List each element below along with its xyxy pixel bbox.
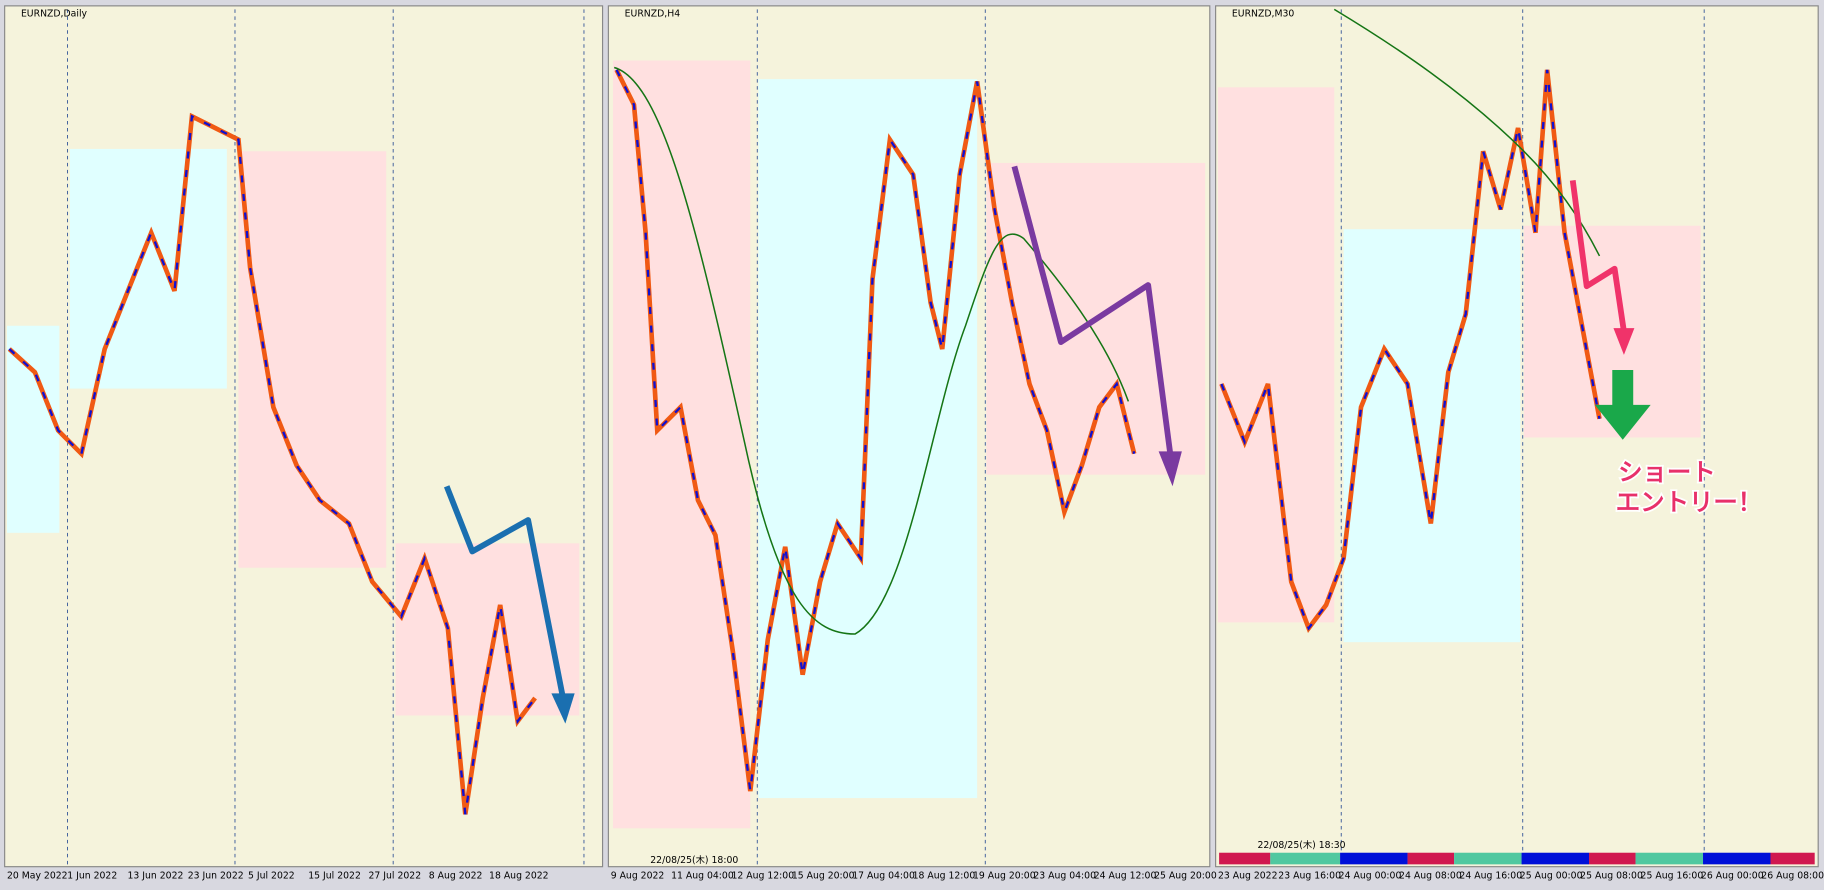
x-axis-label: 5 Jul 2022 <box>248 870 295 881</box>
x-axis-label: 23 Aug 04:00 <box>1033 870 1096 881</box>
x-axis-label: 15 Jul 2022 <box>308 870 361 881</box>
x-axis-label: 25 Aug 16:00 <box>1641 870 1704 881</box>
x-axis-label: 19 Aug 20:00 <box>973 870 1036 881</box>
x-axis-label: 8 Aug 2022 <box>429 870 483 881</box>
x-axis-label: 18 Aug 12:00 <box>913 870 976 881</box>
annotation: ショート <box>1618 457 1716 486</box>
panel-title: EURNZD,Daily <box>21 8 88 19</box>
x-axis-label: 25 Aug 00:00 <box>1520 870 1583 881</box>
x-axis-label: 23 Aug 16:00 <box>1278 870 1341 881</box>
panel-title: EURNZD,M30 <box>1232 8 1295 19</box>
x-axis-label: 17 Aug 04:00 <box>852 870 915 881</box>
x-axis-label: 26 Aug 00:00 <box>1701 870 1764 881</box>
x-axis-label: 23 Jun 2022 <box>188 870 244 881</box>
x-axis-label: 26 Aug 08:00 <box>1761 870 1824 881</box>
x-axis-label: 24 Aug 12:00 <box>1094 870 1157 881</box>
session-bar <box>1219 852 1815 865</box>
timestamp: 22/08/25(木) 18:30 <box>1257 839 1345 851</box>
x-axis-label: 24 Aug 08:00 <box>1399 870 1462 881</box>
x-axis-label: 12 Aug 12:00 <box>731 870 794 881</box>
x-axis-label: 1 Jun 2022 <box>67 870 117 881</box>
price-paths <box>7 68 1602 815</box>
x-axis-label: 18 Aug 2022 <box>489 870 549 881</box>
timestamp: 22/08/25(木) 18:00 <box>650 854 738 866</box>
x-axis-label: 23 Aug 2022 <box>1218 870 1278 881</box>
annotation: エントリー！ <box>1616 488 1762 517</box>
x-axis-label: 15 Aug 20:00 <box>792 870 855 881</box>
x-axis-label: 11 Aug 04:00 <box>671 870 734 881</box>
x-axis-label: 13 Jun 2022 <box>127 870 183 881</box>
x-axis-label: 9 Aug 2022 <box>611 870 665 881</box>
panel-title: EURNZD,H4 <box>625 8 681 19</box>
x-axis-label: 27 Jul 2022 <box>369 870 422 881</box>
x-axis-label: 24 Aug 16:00 <box>1459 870 1522 881</box>
x-axis-label: 20 May 2022 <box>7 870 68 881</box>
x-axis-label: 24 Aug 00:00 <box>1339 870 1402 881</box>
x-axis-label: 25 Aug 20:00 <box>1154 870 1217 881</box>
x-axis-label: 25 Aug 08:00 <box>1580 870 1643 881</box>
period-separators <box>67 9 1705 867</box>
